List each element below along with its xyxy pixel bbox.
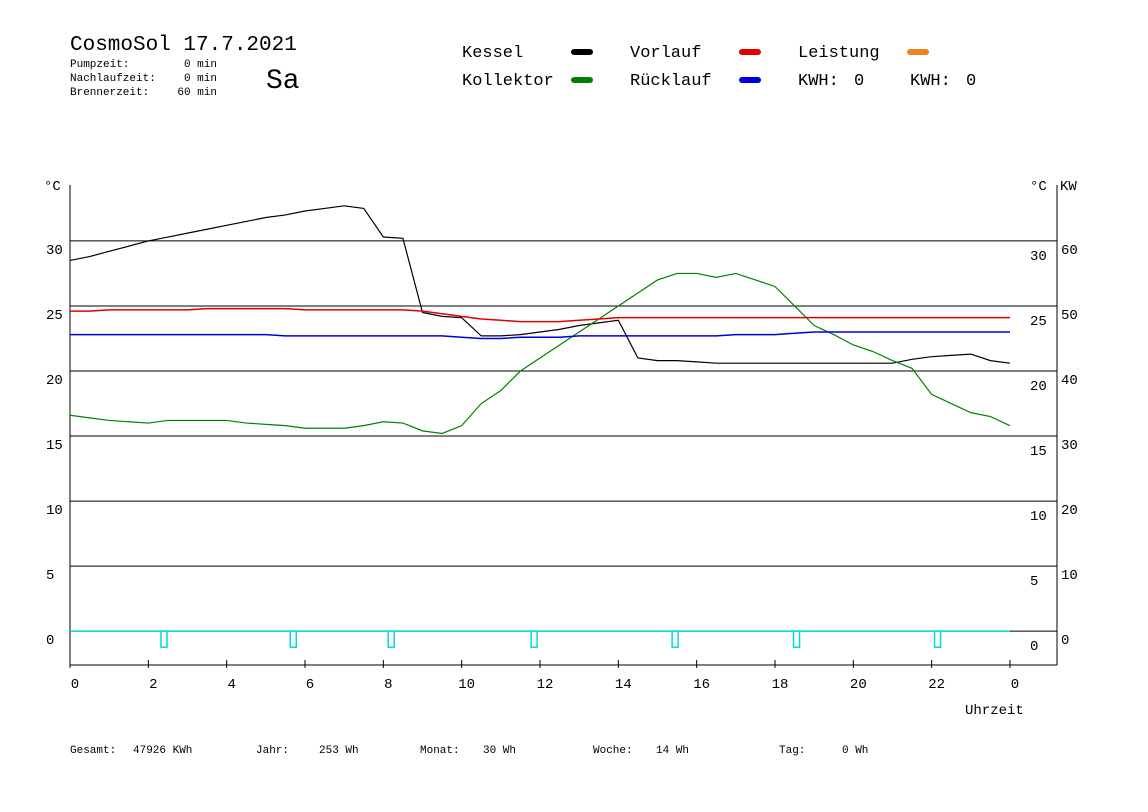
y2-tick-label: 40 [1061,373,1078,389]
pump-marker [387,630,395,648]
info-value: 0 min [184,73,217,85]
footer-value: 47926 KWh [133,745,192,757]
series-line [69,205,1011,364]
day: Sa [266,66,300,97]
x-tick-label: 8 [384,677,392,693]
info-label: Pumpzeit: [70,59,129,71]
x-tick-label: 10 [458,677,475,693]
y2-tick-label: 50 [1061,308,1078,324]
footer-value: 0 Wh [842,745,868,757]
info-value: 60 min [177,87,217,99]
info-label: Nachlaufzeit: [70,73,156,85]
y-tick-label: 10 [46,503,63,519]
info-label: Brennerzeit: [70,87,149,99]
pump-marker [933,630,942,648]
footer-label: Tag: [779,745,805,757]
y2-tick-label-c: 20 [1030,379,1047,395]
x-tick-label: 6 [306,677,314,693]
y-axis-label: °C [44,179,61,195]
footer-value: 253 Wh [319,745,359,757]
pump-marker [289,630,297,648]
kwh-value: 0 [966,72,976,91]
y-tick-label: 30 [46,243,63,259]
legend-label: Kollektor [462,72,554,91]
y2-tick-label-c: 15 [1030,444,1047,460]
footer-label: Jahr: [256,745,289,757]
footer-value: 14 Wh [656,745,689,757]
y2-tick-label-c: 5 [1030,574,1038,590]
x-axis-label: Uhrzeit [965,703,1024,719]
kwh-label: KWH: [798,72,839,91]
x-tick-label: 0 [71,677,79,693]
x-tick-label: 16 [693,677,710,693]
y2-tick-label-c: 30 [1030,249,1047,265]
pump-marker [671,630,679,648]
pump-marker [530,630,538,648]
legend-label: Rücklauf [630,72,712,91]
y2-tick-label: 20 [1061,503,1078,519]
footer-label: Woche: [593,745,633,757]
pump-marker [160,630,168,648]
y-tick-label: 0 [46,633,54,649]
y2-tick-label-c: 25 [1030,314,1047,330]
series-line [70,331,1010,340]
legend-label: Leistung [798,44,880,63]
y2-tick-label: 30 [1061,438,1078,454]
y2-tick-label-c: 0 [1030,639,1038,655]
y2-tick-label-c: 10 [1030,509,1047,525]
info-value: 0 min [184,59,217,71]
y2-tick-label: 0 [1061,633,1069,649]
y-tick-label: 5 [46,568,54,584]
footer-label: Monat: [420,745,460,757]
y-tick-label: 15 [46,438,63,454]
kwh-label: KWH: [910,72,951,91]
chart-title: CosmoSol 17.7.2021 [70,34,297,57]
pump-marker [792,630,801,648]
y-tick-label: 25 [46,308,63,324]
y2-axis-label-c: °C [1030,179,1047,195]
x-tick-label: 0 [1011,677,1019,693]
y2-axis-label: KW [1060,179,1077,195]
x-tick-label: 18 [772,677,789,693]
series-line [69,272,1011,435]
x-tick-label: 14 [615,677,632,693]
series-line [70,307,1010,323]
footer-value: 30 Wh [483,745,516,757]
legend-label: Vorlauf [630,44,701,63]
kwh-value: 0 [854,72,864,91]
x-tick-label: 12 [537,677,554,693]
y2-tick-label: 60 [1061,243,1078,259]
x-tick-label: 20 [850,677,867,693]
footer-label: Gesamt: [70,745,116,757]
x-tick-label: 2 [149,677,157,693]
legend-label: Kessel [462,44,523,63]
x-tick-label: 22 [928,677,945,693]
y-tick-label: 20 [46,373,63,389]
y2-tick-label: 10 [1061,568,1078,584]
x-tick-label: 4 [227,677,235,693]
